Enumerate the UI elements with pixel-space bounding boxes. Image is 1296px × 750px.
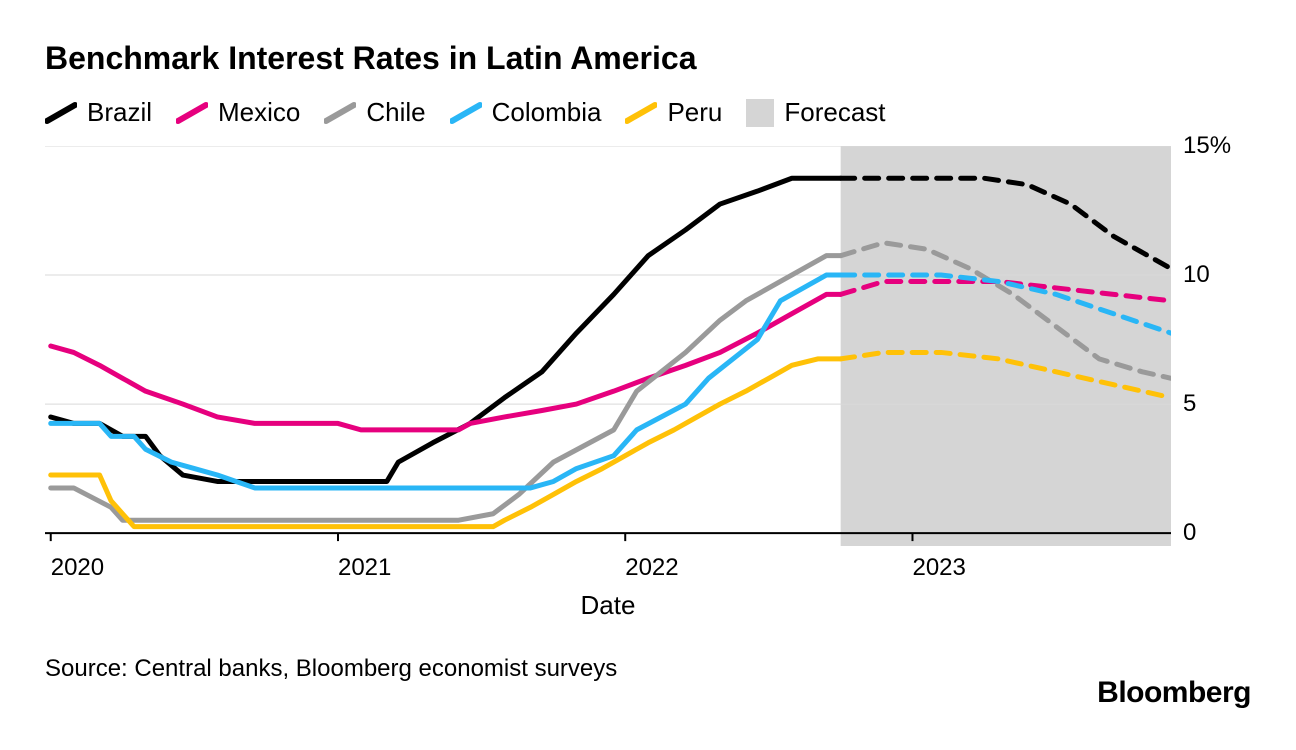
y-tick-label: 15% <box>1183 132 1231 160</box>
legend-label: Chile <box>366 97 425 128</box>
legend-label: Forecast <box>784 97 885 128</box>
brand-logo: Bloomberg <box>1097 676 1251 710</box>
plot-area <box>45 146 1171 546</box>
legend-item: Mexico <box>176 97 300 128</box>
legend: Brazil Mexico Chile Colombia Peru Forecast <box>45 97 1251 128</box>
legend-label: Brazil <box>87 97 152 128</box>
forecast-band <box>841 146 1171 546</box>
chart-container: Benchmark Interest Rates in Latin Americ… <box>0 0 1296 750</box>
chart-area: 051015% 2020202120222023 Date <box>45 146 1251 621</box>
legend-item: Chile <box>324 97 425 128</box>
legend-swatch-line <box>625 101 657 125</box>
legend-label: Peru <box>667 97 722 128</box>
legend-swatch-line <box>45 101 77 125</box>
legend-label: Mexico <box>218 97 300 128</box>
legend-swatch-box <box>746 99 774 127</box>
chart-title: Benchmark Interest Rates in Latin Americ… <box>45 40 1251 77</box>
x-tick-label: 2020 <box>51 554 104 582</box>
legend-item: Forecast <box>746 97 885 128</box>
legend-swatch-line <box>324 101 356 125</box>
y-tick-label: 0 <box>1183 519 1196 547</box>
series-line <box>51 256 841 521</box>
plot-svg <box>45 146 1171 546</box>
legend-item: Colombia <box>450 97 602 128</box>
x-tick-label: 2022 <box>625 554 678 582</box>
legend-label: Colombia <box>492 97 602 128</box>
y-tick-label: 10 <box>1183 261 1210 289</box>
x-tick-label: 2021 <box>338 554 391 582</box>
y-axis-labels: 051015% <box>1171 146 1251 546</box>
legend-item: Brazil <box>45 97 152 128</box>
series-line <box>51 178 841 481</box>
legend-item: Peru <box>625 97 722 128</box>
x-axis-labels: 2020 2021 2022 2023 <box>45 546 1171 586</box>
series-line <box>51 359 841 527</box>
y-tick-label: 5 <box>1183 390 1196 418</box>
x-tick-label: 2023 <box>912 554 965 582</box>
series-line <box>51 294 841 429</box>
series-line <box>51 275 841 488</box>
source-text: Source: Central banks, Bloomberg economi… <box>45 655 1251 683</box>
x-axis-title: Date <box>45 590 1251 621</box>
legend-swatch-line <box>176 101 208 125</box>
legend-swatch-line <box>450 101 482 125</box>
